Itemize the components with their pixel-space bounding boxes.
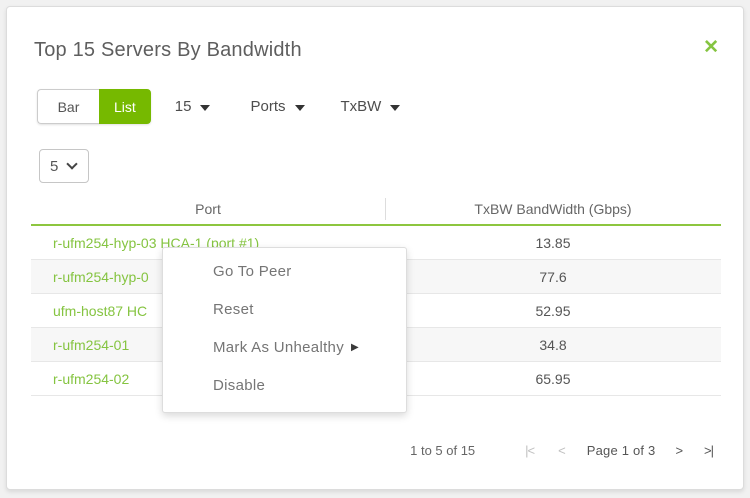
view-toggle-group: Bar List: [37, 89, 151, 124]
port-link[interactable]: ufm-host87 HC: [53, 302, 148, 319]
table-header-row: Port TxBW BandWidth (Gbps): [31, 193, 721, 226]
menu-item-label: Disable: [213, 376, 266, 394]
bandwidth-value: 52.95: [535, 302, 571, 319]
submenu-arrow-icon: ▶: [351, 342, 359, 353]
previous-page-icon[interactable]: <: [558, 443, 566, 458]
port-link[interactable]: r-ufm254-hyp-0: [53, 268, 149, 285]
chevron-down-icon: [66, 158, 79, 170]
close-icon[interactable]: ✕: [703, 37, 719, 58]
txbw-dropdown[interactable]: TxBW: [341, 98, 401, 115]
page-size-select[interactable]: 5: [39, 149, 89, 183]
top-count-dropdown[interactable]: 15: [175, 98, 211, 115]
caret-down-icon: [294, 104, 305, 111]
ports-dropdown[interactable]: Ports: [250, 98, 305, 115]
menu-item-label: Reset: [213, 300, 254, 318]
menu-item-mark-as-unhealthy[interactable]: Mark As Unhealthy ▶: [163, 328, 406, 366]
pagination: 1 to 5 of 15 |< < Page 1 of 3 > >|: [410, 443, 717, 458]
top-count-dropdown-label: 15: [174, 98, 192, 115]
caret-down-icon: [390, 104, 401, 111]
first-page-icon[interactable]: |<: [525, 443, 535, 458]
toolbar: Bar List 15 Ports TxBW: [37, 89, 401, 124]
menu-item-go-to-peer[interactable]: Go To Peer: [163, 252, 406, 290]
context-menu: Go To Peer Reset Mark As Unhealthy ▶ Dis…: [162, 247, 407, 413]
menu-item-label: Go To Peer: [213, 262, 292, 280]
bandwidth-value: 65.95: [535, 370, 571, 387]
txbw-dropdown-label: TxBW: [340, 98, 382, 115]
pagination-page-text: Page 1 of 3: [586, 443, 656, 458]
next-page-icon[interactable]: >: [675, 443, 683, 458]
port-link[interactable]: r-ufm254-02: [53, 370, 130, 387]
port-link[interactable]: r-ufm254-hyp-03 HCA-1 (port #1): [53, 234, 260, 251]
ports-dropdown-label: Ports: [250, 98, 286, 115]
pagination-range-text: 1 to 5 of 15: [410, 443, 476, 458]
bandwidth-value: 77.6: [539, 268, 567, 285]
column-header-txbw[interactable]: TxBW BandWidth (Gbps): [474, 200, 632, 217]
menu-item-label: Mark As Unhealthy: [213, 338, 344, 356]
column-divider: [385, 198, 386, 220]
column-header-port[interactable]: Port: [195, 200, 221, 217]
port-link[interactable]: r-ufm254-01: [53, 336, 130, 353]
list-view-button[interactable]: List: [99, 89, 151, 124]
bar-view-button[interactable]: Bar: [37, 89, 99, 124]
menu-item-reset[interactable]: Reset: [163, 290, 406, 328]
bandwidth-value: 13.85: [535, 234, 571, 251]
last-page-icon[interactable]: >|: [704, 443, 714, 458]
caret-down-icon: [200, 104, 211, 111]
page-title: Top 15 Servers By Bandwidth: [34, 39, 302, 61]
page-size-value: 5: [50, 157, 59, 175]
bandwidth-value: 34.8: [539, 336, 567, 353]
menu-item-disable[interactable]: Disable: [163, 366, 406, 404]
